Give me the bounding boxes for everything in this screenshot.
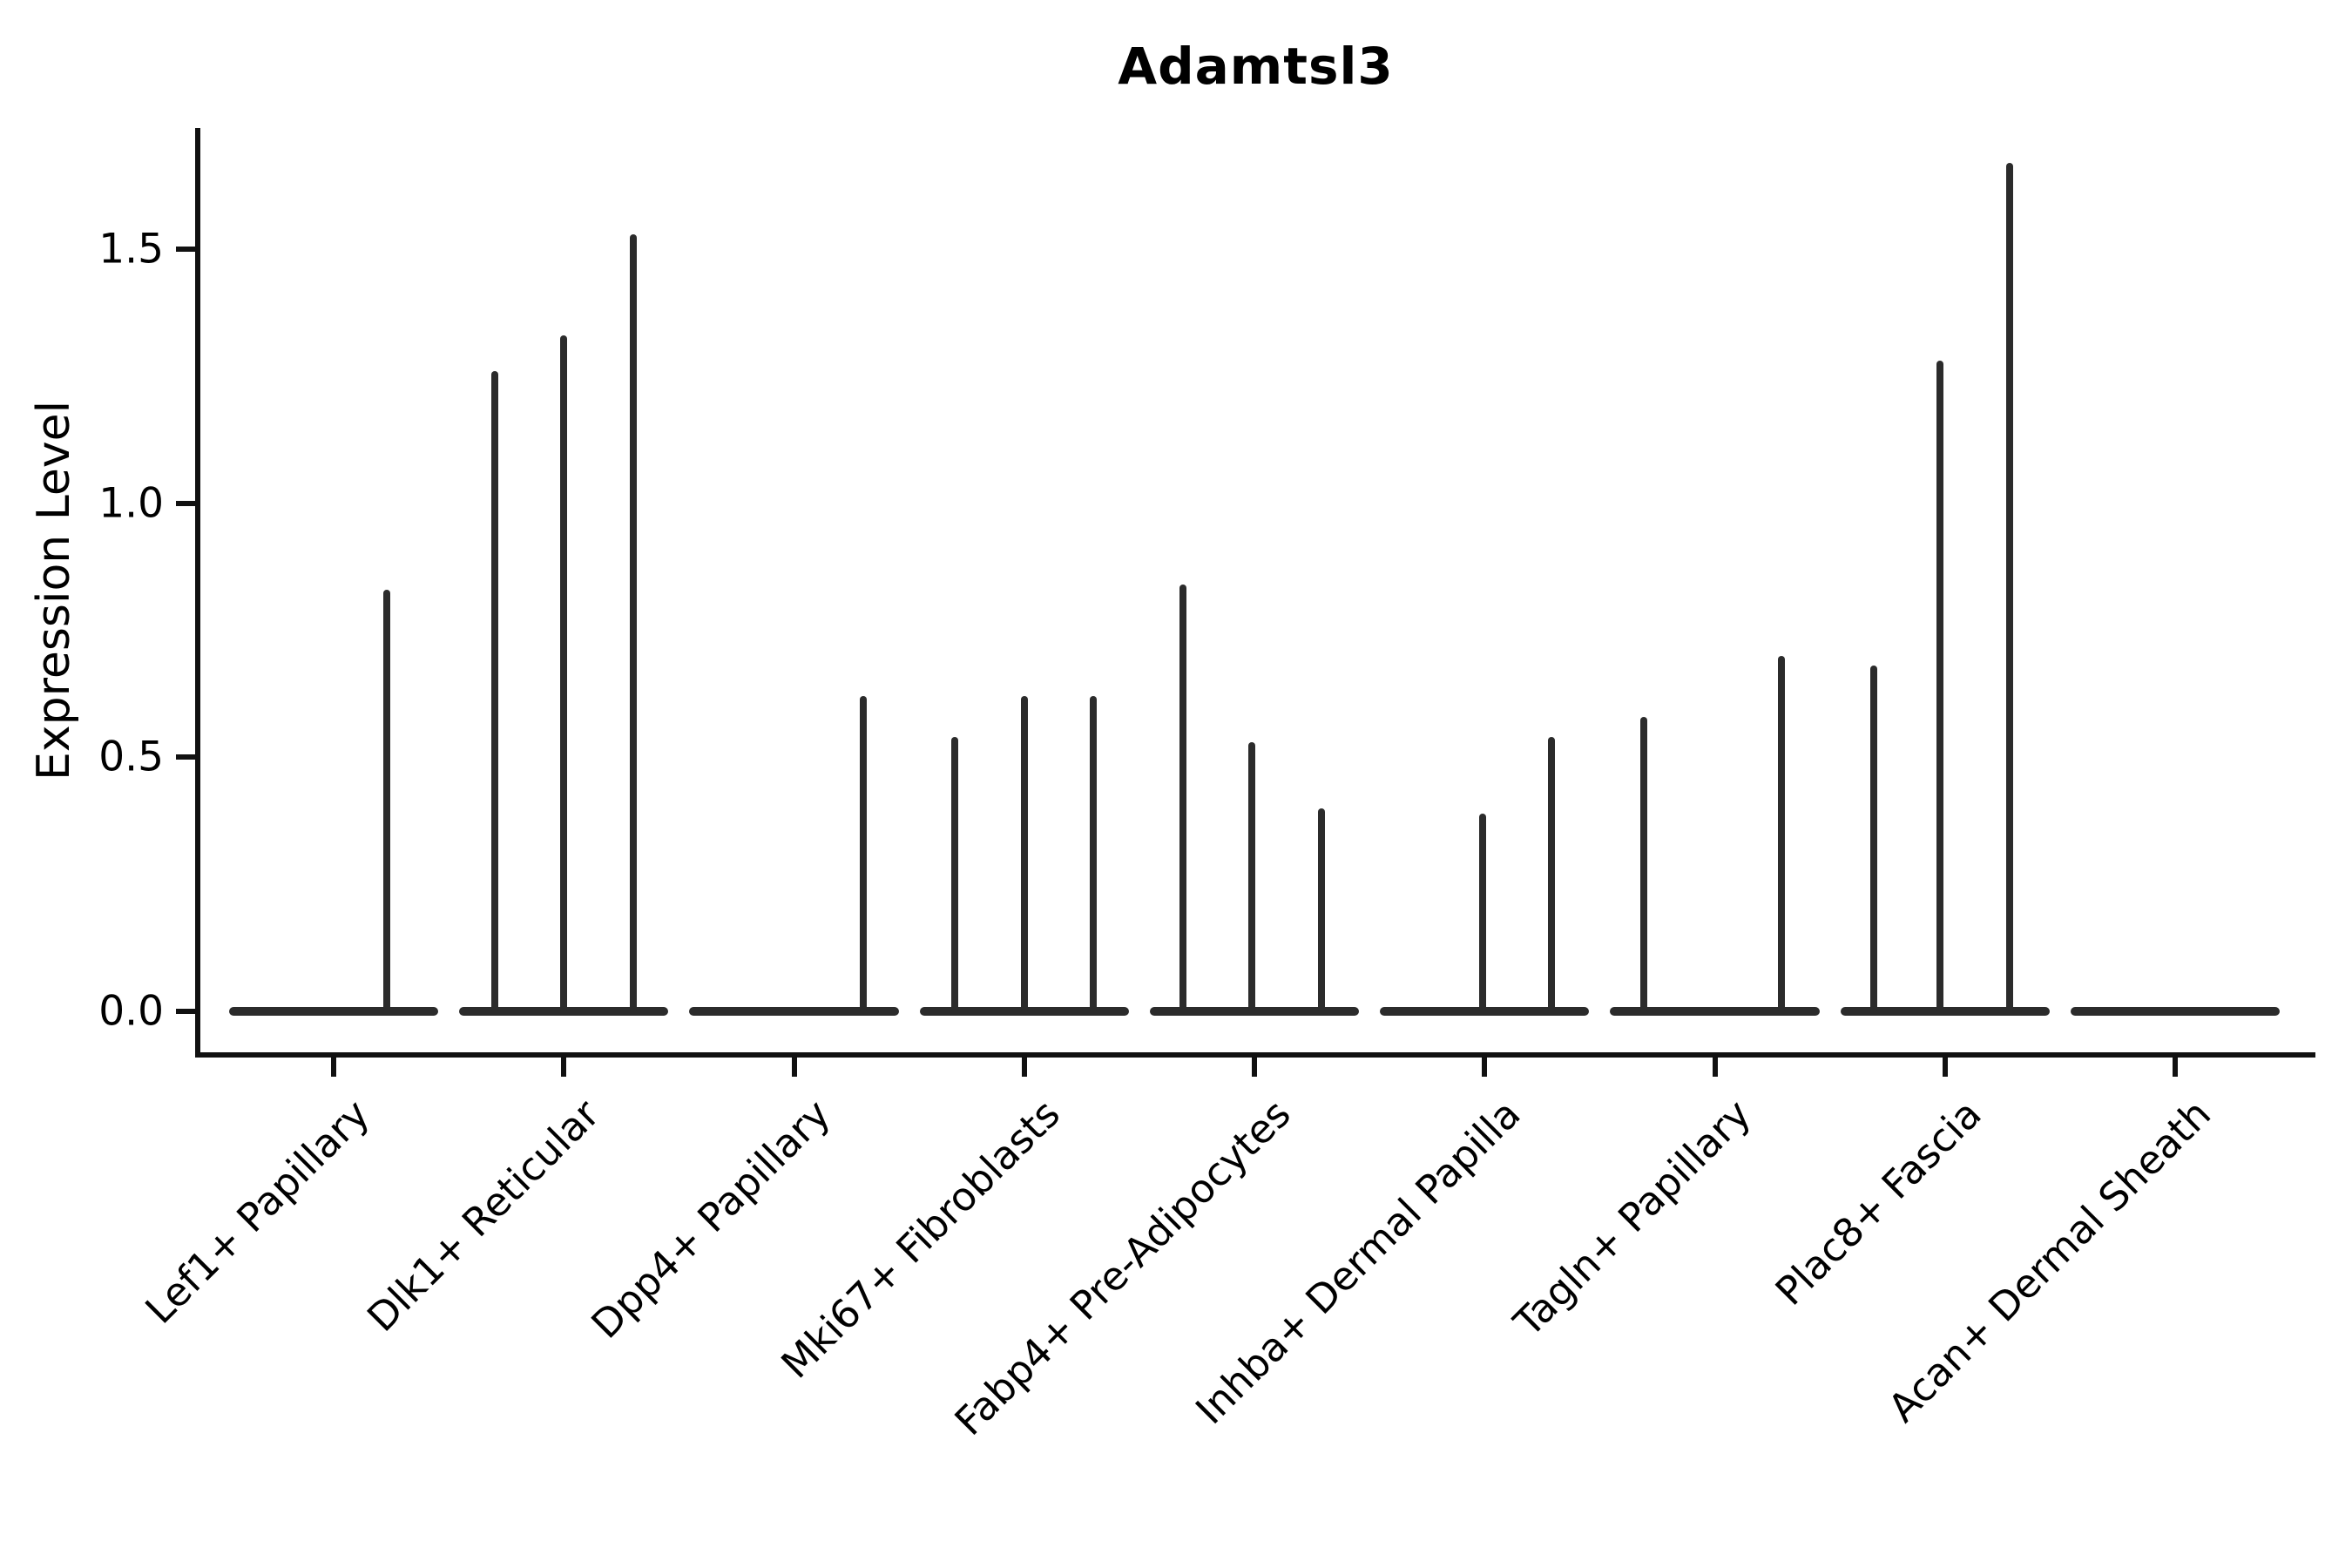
violin-spike [859, 696, 867, 1011]
y-axis-label: Expression Level [28, 400, 80, 781]
x-tick-mark [561, 1058, 567, 1077]
violin-spike [1869, 666, 1877, 1011]
violin-spike [1639, 716, 1647, 1011]
x-tick-label: Lef1+ Papillary [136, 1091, 379, 1333]
x-axis-spine [195, 1052, 2315, 1058]
violin-spike [1936, 361, 1944, 1011]
x-tick-label: Tagln+ Papillary [1504, 1091, 1760, 1346]
violin-spike [951, 737, 959, 1011]
violin-body [228, 1007, 439, 1016]
violin-spike [382, 589, 390, 1011]
violin-spike [1248, 741, 1256, 1011]
x-tick-mark [1482, 1058, 1488, 1077]
violin-body [1149, 1007, 1360, 1016]
x-tick-mark [1021, 1058, 1027, 1077]
violin-spike [490, 371, 498, 1011]
violin-spike [1547, 737, 1555, 1011]
violin-body [689, 1007, 899, 1016]
y-tick-mark [176, 1009, 195, 1014]
violin-body [1610, 1007, 1820, 1016]
x-tick-label: Dpp4+ Papillary [582, 1091, 839, 1348]
violin-body [1380, 1007, 1590, 1016]
y-axis-spine [195, 128, 200, 1057]
violin-spike [1478, 813, 1486, 1011]
violin-body [2070, 1007, 2281, 1016]
y-tick-label: 0.0 [98, 987, 164, 1036]
x-tick-mark [791, 1058, 797, 1077]
violin-spike [560, 335, 568, 1011]
violin-spike [1317, 808, 1325, 1011]
y-tick-mark [176, 500, 195, 506]
violin-spike [1090, 696, 1098, 1011]
x-tick-mark [2173, 1058, 2178, 1077]
violin-spike [1020, 696, 1028, 1011]
violin-spike [2005, 162, 2013, 1011]
y-tick-label: 1.0 [98, 479, 164, 528]
violin-body [1840, 1007, 2050, 1016]
violin-spike [1179, 585, 1187, 1011]
plot-title: Adamtsl3 [1118, 37, 1394, 96]
y-tick-mark [176, 247, 195, 253]
violin-spike [1778, 655, 1786, 1011]
violin-body [459, 1007, 669, 1016]
x-tick-mark [1712, 1058, 1718, 1077]
violin-body [919, 1007, 1129, 1016]
violin-spike [629, 233, 637, 1011]
x-tick-mark [1252, 1058, 1257, 1077]
y-tick-mark [176, 754, 195, 760]
y-tick-label: 1.5 [98, 225, 164, 274]
x-tick-mark [331, 1058, 336, 1077]
x-tick-mark [1942, 1058, 1948, 1077]
x-tick-label: Plac8+ Fascia [1766, 1091, 1990, 1315]
x-tick-label: Dlk1+ Reticular [358, 1091, 609, 1341]
y-tick-label: 0.5 [98, 733, 164, 781]
